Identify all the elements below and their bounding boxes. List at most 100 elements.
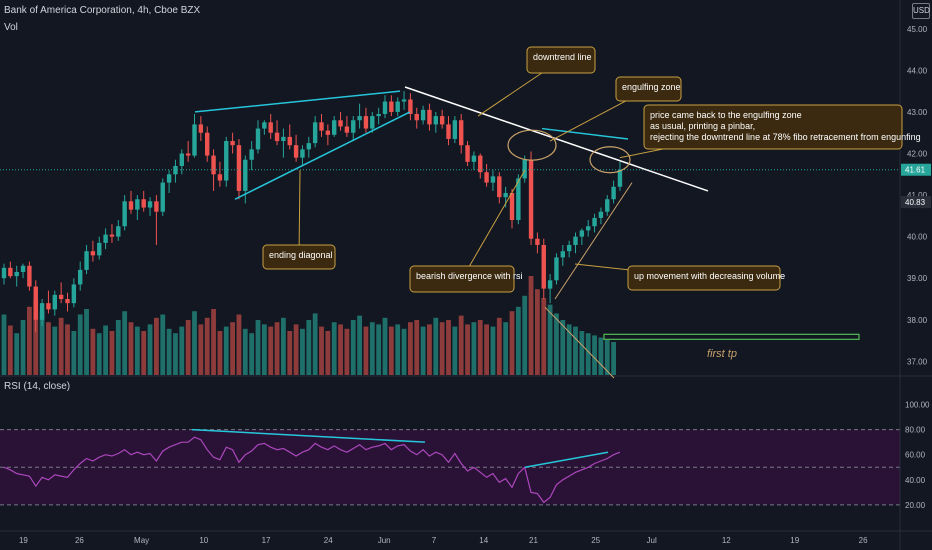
candle-body [141, 199, 146, 208]
candle-body [573, 236, 578, 245]
volume-bar [211, 309, 216, 375]
volume-bar [242, 328, 248, 375]
candle-body [58, 294, 64, 300]
volume-bar [46, 322, 51, 375]
price-tick-label: 43.00 [907, 108, 928, 117]
volume-bar [249, 333, 255, 375]
volume-bar [420, 326, 426, 375]
time-tick-label: 17 [262, 536, 271, 545]
candle-body [109, 234, 115, 237]
candle-body [65, 299, 70, 304]
volume-bar [293, 324, 299, 375]
volume-bar [522, 295, 528, 375]
candle-body [128, 201, 134, 210]
volume-bar [503, 322, 509, 375]
rsi-tick-label: 20.00 [905, 501, 926, 510]
candle-body [363, 116, 369, 129]
volume-bar [344, 328, 350, 375]
volume-bar [604, 339, 610, 375]
time-tick-label: May [134, 536, 149, 545]
volume-bar [255, 320, 261, 375]
candle-body [268, 122, 273, 133]
note-callout-box [643, 104, 903, 150]
volume-bar [223, 326, 229, 375]
up-arrow-line [554, 182, 633, 300]
candle-body [262, 122, 267, 129]
candle-body [84, 251, 89, 270]
volume-bar [484, 324, 489, 375]
volume-bar [14, 333, 20, 375]
rsi-tick-label: 100.00 [905, 401, 930, 410]
note-callout-text: as usual, printing a pinbar, [650, 121, 755, 131]
volume-bar [287, 331, 293, 375]
candle-body [497, 176, 502, 198]
price-tick-label: 44.00 [907, 66, 928, 75]
candle-body [433, 116, 438, 125]
candle-body [39, 303, 45, 320]
first-tp-box [603, 333, 860, 340]
volume-bar [179, 326, 185, 375]
candle-body [147, 201, 153, 208]
volume-bar [541, 298, 547, 375]
volume-bar [465, 324, 470, 375]
volume-bar [414, 320, 420, 375]
candle-body [281, 136, 286, 142]
volume-bar [427, 324, 432, 375]
volume-bar [515, 306, 521, 375]
candle-body [484, 172, 489, 183]
volume-bar [77, 314, 83, 375]
price-tick-label: 41.00 [907, 191, 928, 200]
volume-bar [58, 317, 64, 375]
candle-body [300, 149, 305, 158]
currency-button[interactable]: USD [912, 3, 930, 19]
volume-bar [496, 317, 502, 375]
time-tick-label: Jun [378, 536, 391, 545]
pinbar-ellipse [589, 146, 631, 174]
candle-body [312, 122, 318, 144]
candle-body [236, 145, 242, 191]
divergence-callout-pointer [461, 169, 526, 280]
volume-bar [39, 311, 45, 375]
volume-bar [388, 326, 394, 375]
candle-body [522, 159, 527, 179]
candle-body [414, 114, 419, 121]
volume-bar [382, 317, 388, 375]
volume-bar [103, 325, 108, 375]
upmove-callout-text: up movement with decreasing volume [634, 271, 785, 281]
volume-bar [528, 276, 534, 375]
volume-bar [109, 331, 115, 375]
engulfing-ellipse [507, 129, 557, 161]
volume-bar [274, 322, 280, 375]
candle-body [490, 176, 496, 183]
first-tp-label: first tp [707, 348, 737, 360]
volume-bar [261, 324, 267, 375]
volume-bar [20, 320, 26, 375]
candle-body [192, 124, 197, 156]
volume-bar [281, 317, 286, 375]
volume-bar [134, 326, 140, 375]
candle-body [579, 230, 585, 237]
volume-bar [439, 322, 445, 375]
volume-bar [369, 322, 375, 375]
volume-bar [306, 320, 312, 375]
time-tick-label: 25 [591, 536, 600, 545]
candle-body [351, 120, 356, 133]
volume-bar [573, 326, 578, 375]
candle-body [33, 286, 38, 320]
candle-body [332, 120, 337, 135]
candle-body [427, 109, 432, 125]
volume-bar [363, 326, 369, 375]
candle-body [122, 201, 127, 227]
marker-price-tag: 40.83 [905, 198, 926, 207]
last-price-tag-bg [901, 163, 931, 176]
volume-bar [192, 311, 197, 375]
volume-bar [198, 324, 204, 375]
candle-body [376, 114, 381, 117]
candle-body [103, 234, 108, 243]
candle-body [255, 128, 261, 150]
volume-bar [128, 322, 134, 375]
candle-body [319, 122, 324, 131]
candle-body [27, 265, 32, 287]
divergence-callout-box [409, 265, 515, 293]
